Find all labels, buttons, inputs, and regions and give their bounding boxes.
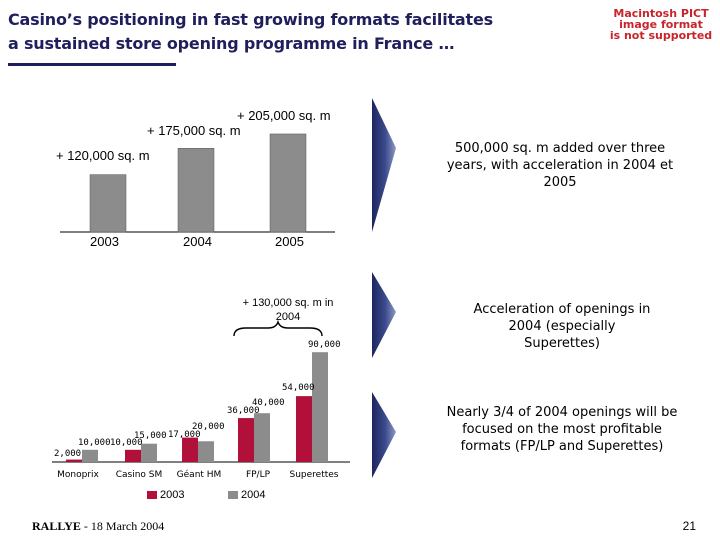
footer-org-date: RALLYE - 18 March 2004 [32,519,164,534]
category-geant-hm: Géant HM [176,470,222,480]
bar-geant-hm-2003 [182,437,198,462]
title-line-2: a sustained store opening programme in F… [8,34,455,53]
bar-fp-lp-2004 [254,413,270,462]
page-number: 21 [682,519,696,533]
chart-openings-by-format [52,319,350,463]
value-casino-sm-2004: 15,000 [134,431,167,441]
note-acceleration: Acceleration of openings in 2004 (especi… [473,302,651,351]
category-monoprix: Monoprix [57,470,99,480]
top-label-2005: + 205,000 sq. m [237,108,331,123]
top-category-2004: 2004 [183,234,212,249]
chart-total-openings [60,133,335,233]
legend-label-2003: 2003 [160,489,185,501]
annotation-130000: + 130,000 sq. m in 2004 [242,297,334,323]
value-fp-lp-2004: 40,000 [252,398,285,408]
top-category-2003: 2003 [90,234,119,249]
legend-swatch-2004 [228,491,238,499]
category-fp-lp: FP/LP [245,470,271,480]
value-superettes-2003: 54,000 [282,383,315,393]
footer-date: - 18 March 2004 [80,519,165,533]
bar-casino-sm-2003 [125,449,141,462]
value-casino-sm-2003: 10,000 [110,438,143,448]
arrow-1 [372,98,396,232]
title-underline [8,63,176,66]
top-label-2004: + 175,000 sq. m [147,123,241,138]
legend-label-2004: 2004 [241,489,266,501]
note-total-openings: 500,000 sq. m added over three years, wi… [446,141,674,190]
bar-monoprix-2004 [82,449,98,462]
bar-2004 [177,148,215,233]
legend-swatch-2003 [147,491,157,499]
category-superettes: Superettes [289,470,339,480]
bar-superettes-2003 [296,396,312,462]
bar-2003 [89,174,127,233]
value-fp-lp-2003: 36,000 [227,406,260,416]
pict-line-1: Macintosh PICT [613,7,709,20]
value-geant-hm-2004: 17,000 [168,430,201,440]
arrows [372,98,396,478]
bar-superettes-2004 [312,352,328,462]
title-line-1: Casino’s positioning in fast growing for… [8,10,493,29]
value-monoprix-2003: 2,000 [54,449,82,459]
top-label-2003: + 120,000 sq. m [56,148,150,163]
footer-org: RALLYE [32,519,81,533]
unsupported-image-placeholder: Macintosh PICT image format is not suppo… [602,8,720,41]
bar-fp-lp-2003 [238,418,254,462]
bar-monoprix-2003 [66,459,82,462]
arrow-2 [372,272,396,358]
note-profitable-formats: Nearly 3/4 of 2004 openings will be focu… [446,405,678,454]
arrow-3 [372,392,396,478]
pict-line-2: image format [619,18,703,31]
bar-2005 [269,133,307,233]
slide-title: Casino’s positioning in fast growing for… [8,8,493,56]
pict-line-3: is not supported [609,29,713,42]
value-monoprix-2004: 10,000 [78,438,111,448]
annotation-brace [233,319,323,337]
bar-geant-hm-2004 [198,441,214,462]
bar-casino-sm-2004 [141,443,157,462]
category-casino-sm: Casino SM [115,470,163,480]
top-category-2005: 2005 [275,234,304,249]
value-superettes-2004: 90,000 [308,340,341,350]
value-geant-hm-2003: 20,000 [192,422,225,432]
